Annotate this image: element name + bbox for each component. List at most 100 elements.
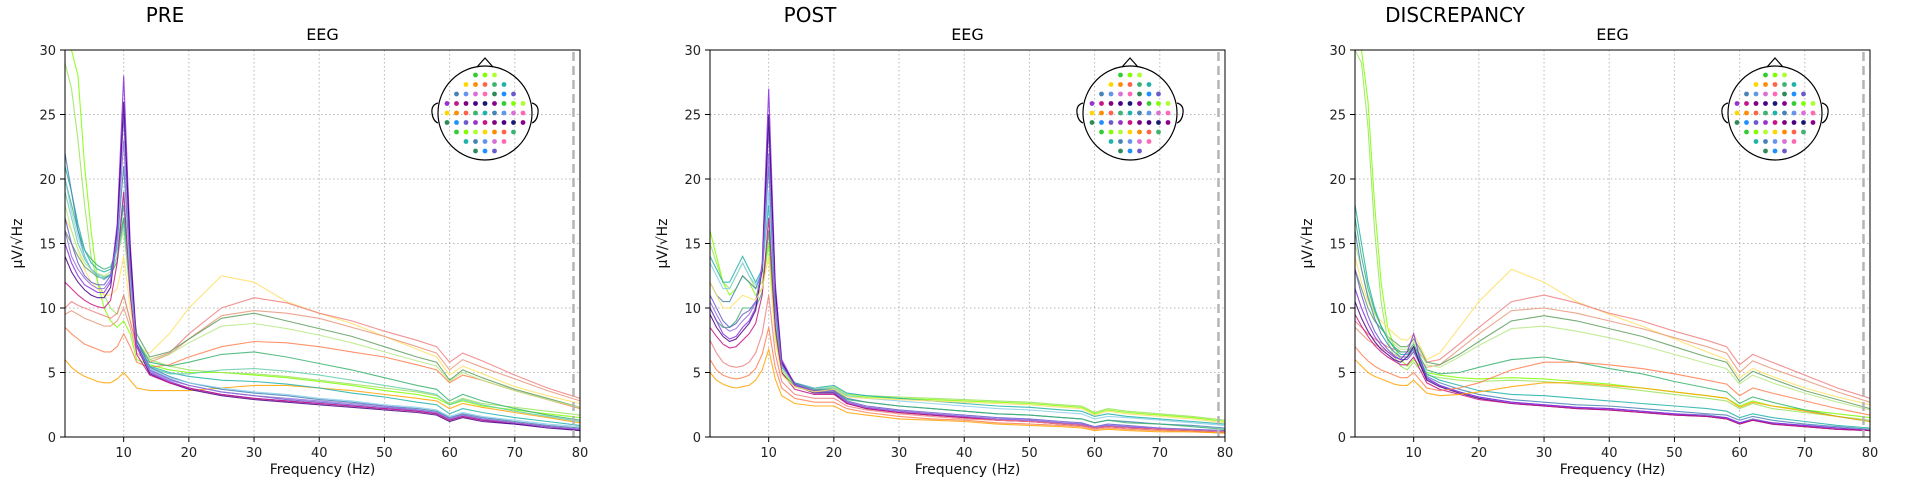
- electrode-dot: [1772, 110, 1778, 116]
- electrode-dot: [1753, 91, 1759, 97]
- electrode-dot: [482, 82, 488, 87]
- y-tick-label: 5: [693, 367, 701, 382]
- electrode-dot: [492, 91, 497, 97]
- psd-series-line: [709, 191, 1226, 426]
- electrode-dot: [1108, 110, 1114, 116]
- electrode-dot: [1753, 139, 1759, 144]
- y-tick-label: 10: [684, 302, 701, 317]
- electrode-dot: [1137, 148, 1142, 154]
- electrode-dot: [1118, 120, 1123, 125]
- electrode-dot: [1772, 120, 1778, 125]
- electrode-dot: [520, 120, 526, 125]
- electrode-dot: [1146, 110, 1152, 116]
- electrode-dot: [492, 101, 497, 106]
- electrode-dot: [492, 72, 497, 78]
- electrode-dot: [1127, 148, 1133, 154]
- y-axis-label: µV/√Hz: [10, 219, 26, 269]
- electrode-dot: [492, 139, 497, 144]
- electrode-dot: [1734, 101, 1740, 106]
- electrode-dot: [501, 101, 507, 106]
- electrode-dot: [1118, 129, 1123, 135]
- psd-series-line: [64, 75, 581, 432]
- x-axis-label: Frequency (Hz): [915, 462, 1021, 478]
- sensor-head-inset: [431, 57, 539, 161]
- right-ear-outline: [531, 102, 539, 124]
- y-tick-label: 30: [39, 44, 56, 59]
- electrode-dot: [492, 110, 497, 116]
- sensor-head-inset: [1076, 57, 1184, 161]
- electrode-dot: [482, 139, 488, 144]
- x-tick-label: 40: [956, 446, 973, 461]
- electrode-dot: [1810, 101, 1816, 106]
- electrode-dot: [463, 110, 469, 116]
- electrode-dot: [1137, 91, 1142, 97]
- electrode-dot: [1127, 82, 1133, 87]
- electrode-dot: [463, 82, 469, 87]
- psd-series-line: [709, 256, 1226, 424]
- x-tick-label: 20: [826, 446, 843, 461]
- x-axis-label: Frequency (Hz): [1560, 462, 1666, 478]
- electrode-dot: [1099, 101, 1104, 106]
- electrode-dot: [1146, 82, 1152, 87]
- electrode-dot: [501, 120, 507, 125]
- electrode-dot: [1146, 91, 1152, 97]
- electrode-dot: [1146, 129, 1152, 135]
- electrode-dot: [492, 82, 497, 87]
- psd-series-line: [64, 178, 581, 421]
- y-tick-label: 10: [39, 302, 56, 317]
- channel-type-label: EEG: [1596, 25, 1629, 44]
- psd-series-line: [709, 347, 1226, 434]
- psd-series-line: [64, 165, 581, 426]
- series-group: [64, 49, 581, 432]
- nose-outline: [1121, 57, 1139, 68]
- psd-series-line: [1354, 243, 1871, 411]
- electrode-dot: [1810, 110, 1816, 116]
- electrode-dot: [1127, 91, 1133, 97]
- electrode-dot: [1744, 129, 1749, 135]
- left-ear-outline: [431, 102, 439, 124]
- electrode-dot: [1744, 120, 1749, 125]
- electrode-dot: [482, 110, 488, 116]
- left-ear-outline: [1076, 102, 1084, 124]
- electrode-dot: [511, 91, 516, 97]
- psd-series-line: [1354, 217, 1871, 423]
- electrode-dot: [463, 120, 469, 125]
- x-tick-label: 10: [1405, 446, 1422, 461]
- electrode-dot: [1753, 110, 1759, 116]
- electrode-dot: [1763, 120, 1768, 125]
- psd-series-line: [1354, 359, 1871, 423]
- electrode-dot: [1753, 129, 1759, 135]
- electrode-dot: [1127, 120, 1133, 125]
- psd-series-line: [64, 293, 581, 399]
- electrode-dot: [492, 148, 497, 154]
- electrode-dot: [501, 82, 507, 87]
- sensor-head-inset: [1721, 57, 1829, 161]
- electrode-dot: [1146, 120, 1152, 125]
- psd-series-line: [64, 101, 581, 432]
- electrode-dot: [1810, 120, 1816, 125]
- nose-outline: [1766, 57, 1784, 68]
- x-tick-label: 70: [1797, 446, 1814, 461]
- head-outline: [1727, 65, 1823, 161]
- electrode-dot: [1137, 82, 1142, 87]
- electrode-dot: [1763, 148, 1768, 154]
- electrode-dot: [454, 101, 459, 106]
- electrode-dot: [1753, 82, 1759, 87]
- x-tick-label: 40: [311, 446, 328, 461]
- electrode-dot: [1763, 129, 1768, 135]
- electrode-dot: [473, 139, 478, 144]
- electrode-dot: [1763, 91, 1768, 97]
- electrode-dot: [463, 139, 469, 144]
- y-tick-label: 5: [1338, 367, 1346, 382]
- right-ear-outline: [1176, 102, 1184, 124]
- electrode-dot: [511, 101, 516, 106]
- electrode-dot: [1127, 72, 1133, 78]
- electrode-dot: [1744, 101, 1749, 106]
- psd-series-line: [1354, 49, 1871, 421]
- electrode-dot: [454, 129, 459, 135]
- psd-series-line: [1354, 294, 1871, 399]
- electrode-dot: [1118, 148, 1123, 154]
- electrode-dot: [454, 120, 459, 125]
- electrode-dot: [473, 72, 478, 78]
- y-tick-label: 25: [684, 109, 701, 124]
